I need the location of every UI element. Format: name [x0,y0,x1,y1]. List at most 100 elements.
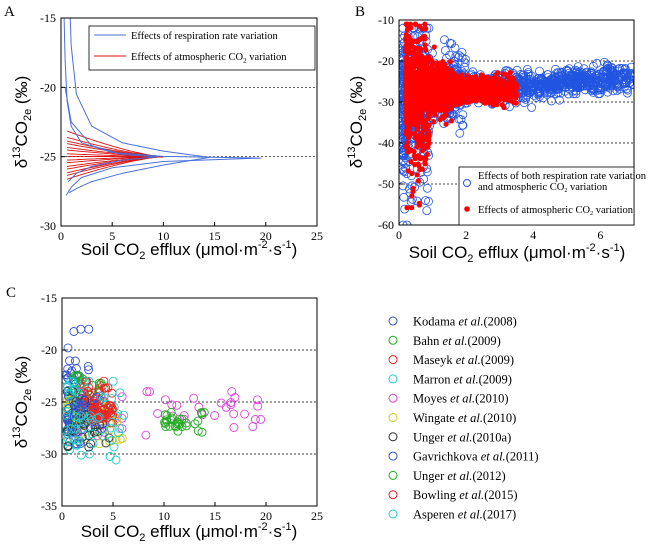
point-maseyk-2009 [99,376,109,386]
scatter-point-atm [422,21,428,27]
scatter-point-atm [406,41,412,48]
scatter-point-atm [430,60,436,66]
point-unger-2010a [68,387,78,397]
scatter-point-atm [411,44,417,51]
point-gavrichkova-2011 [87,400,97,410]
scatter-point-atm [403,55,409,61]
panel-b-ylabel: δ13CO2e (‰) [346,76,369,169]
scatter-point-atm [423,118,429,124]
point-asperen-2017 [88,438,98,448]
scatter-point-atm [416,200,422,206]
panel-c-ytick-label: -15 [41,291,57,305]
point-moyes-2010 [253,401,263,411]
legend-label-moyes: Moyes et al.(2010) [413,392,508,406]
legend-marker-bowling [388,490,398,500]
point-asperen-2017 [77,424,86,434]
scatter-point-atm [436,102,442,108]
scatter-point-atm [413,118,419,124]
point-kodama-2008 [67,366,77,376]
scatter-point-atm [405,115,411,121]
point-asperen-2017 [108,376,118,386]
scatter-point-atm [440,106,446,112]
panel-b-xtick-label: 0 [396,228,402,242]
point-unger-2012 [175,419,185,429]
panel-label-b: B [355,4,365,20]
panel-b-ytick-label: -30 [378,95,394,109]
point-gavrichkova-2011 [98,419,107,429]
legend-label-respiration: Effects of respiration rate variation [131,31,278,42]
point-kodama-2008 [84,324,94,334]
scatter-point-atm [404,27,410,33]
point-asperen-2017 [107,417,117,427]
scatter-point-both [455,128,465,138]
panel-a-ylabel: δ13CO2e (‰) [11,76,34,169]
legend-label-atm-co2: Effects of atmospheric CO2 variation [131,52,287,65]
scatter-point-atm [406,69,412,75]
scatter-point-atm [419,53,425,59]
scatter-point-both [542,80,552,89]
legend-marker-asperen [388,509,398,519]
point-asperen-2017 [62,410,71,420]
point-unger-2012 [190,419,200,429]
scatter-point-both [521,95,531,104]
scatter-point-both [415,177,425,187]
point-bowling-2015 [104,400,114,410]
legend-marker-unger [388,432,398,442]
panel-b-ytick-label: -40 [378,136,394,150]
panel-a-xtick-label: 20 [260,229,272,243]
scatter-point-atm [494,102,500,108]
scatter-point-both [402,220,412,225]
panel-c-xtick-label: 10 [158,509,170,523]
panel-b-ticks: -60 -50 -40 -30 -20 -10 0 2 4 6 [378,13,603,242]
scatter-point-atm [407,21,414,27]
scatter-point-atm [415,140,422,146]
panel-c-xtick-label: 15 [209,509,221,523]
scatter-point-atm [426,122,432,128]
point-unger-2012 [166,415,176,425]
scatter-point-atm [424,101,431,108]
scatter-point-both [539,77,549,87]
scatter-point-atm [420,67,426,73]
scatter-point-atm [416,133,422,139]
scatter-point-both [614,80,624,90]
scatter-point-both [441,53,451,63]
scatter-point-atm [497,77,503,83]
scatter-point-atm [434,79,440,85]
scatter-point-atm [417,47,423,53]
scatter-point-both [605,65,615,74]
scatter-point-atm [508,82,514,89]
scatter-point-atm [499,96,505,102]
panel-b: -60 -50 -40 -30 -20 -10 0 2 4 6 Effects of both r… [346,13,647,265]
panel-c-xtick-label: 20 [260,509,272,523]
point-moyes-2010 [229,423,239,432]
scatter-point-both [570,77,580,86]
scatter-point-atm [415,178,421,184]
scatter-point-atm [417,166,423,173]
scatter-point-atm [504,93,510,99]
legend-marker-gavrichkova [388,451,398,461]
panel-c-ytick-label: -35 [41,499,57,513]
legend-marker-bahn [388,335,398,345]
point-kodama-2008 [83,361,93,371]
scatter-point-atm [418,103,424,109]
point-unger-2012 [174,418,184,428]
panel-b-xlabel: Soil CO2 efflux (μmol·m-2·s-1) [409,242,626,265]
point-asperen-2017 [71,412,80,422]
point-gavrichkova-2011 [75,403,85,413]
panel-a-xtick-label: 25 [311,229,323,243]
point-asperen-2017 [111,455,121,465]
point-wingate-2010 [94,439,104,449]
legend-label-maseyk: Maseyk et al.(2009) [413,353,514,367]
point-moyes-2010 [153,409,163,418]
point-gavrichkova-2011 [63,391,73,401]
scatter-point-both [527,103,536,112]
point-marron-2009 [84,376,94,386]
point-asperen-2017 [115,424,125,433]
scatter-point-both [399,220,408,225]
scatter-point-both [602,80,612,90]
scatter-point-both [568,78,578,88]
scatter-point-atm [443,112,449,118]
scatter-point-atm [412,156,418,162]
scatter-point-both [553,84,563,94]
